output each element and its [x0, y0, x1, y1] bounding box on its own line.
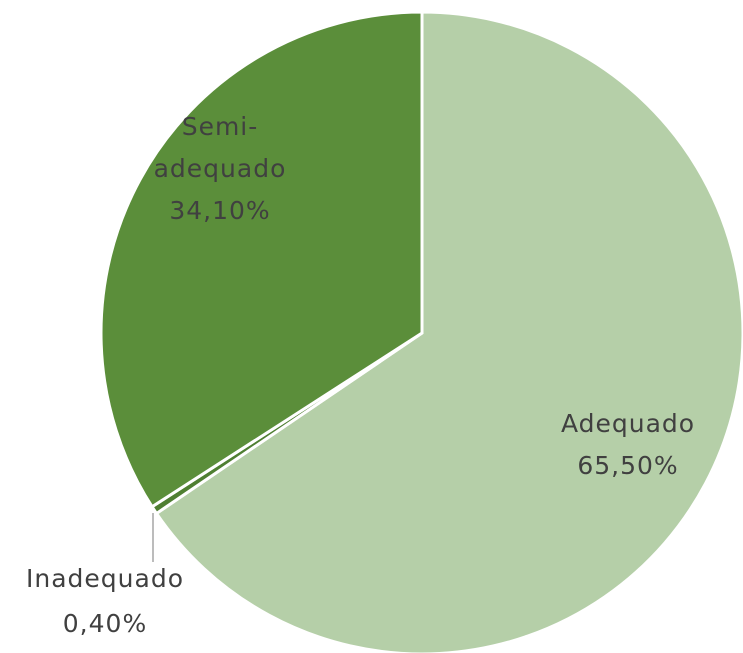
label-line: adequado	[154, 154, 287, 183]
value-label: 34,10%	[169, 196, 270, 225]
label-line: Semi-	[182, 112, 259, 141]
pie-slice	[99, 10, 424, 509]
slice-label: Inadequado	[26, 564, 184, 593]
slice-label: Adequado	[561, 409, 695, 438]
value-label: 65,50%	[577, 451, 678, 480]
slice-label: Semi-adequado	[154, 112, 287, 183]
value-label: 0,40%	[63, 609, 147, 638]
pie-slice	[154, 10, 743, 653]
